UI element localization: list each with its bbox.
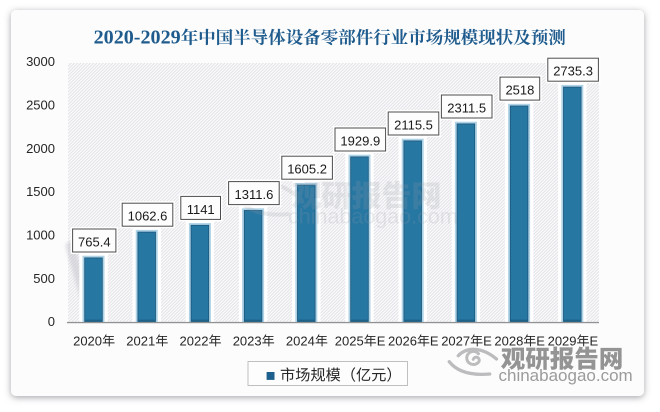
- svg-text:1605.2: 1605.2: [287, 162, 327, 177]
- svg-text:1929.9: 1929.9: [340, 133, 380, 148]
- svg-text:E: E: [536, 333, 545, 348]
- svg-text:2020: 2020: [73, 333, 102, 348]
- svg-text:E: E: [483, 333, 492, 348]
- svg-text:2000: 2000: [26, 141, 55, 156]
- svg-text:2020-2029: 2020-2029: [94, 27, 181, 49]
- svg-text:765.4: 765.4: [78, 234, 111, 249]
- svg-text:2028: 2028: [494, 333, 523, 348]
- svg-text:E: E: [430, 333, 439, 348]
- svg-text:2021: 2021: [126, 333, 155, 348]
- svg-text:2025: 2025: [335, 333, 364, 348]
- svg-text:2500: 2500: [26, 98, 55, 113]
- svg-text:1500: 1500: [26, 184, 55, 199]
- svg-text:2024: 2024: [286, 333, 315, 348]
- svg-text:1062.6: 1062.6: [128, 209, 168, 224]
- svg-text:2027: 2027: [441, 333, 470, 348]
- svg-text:1311.6: 1311.6: [235, 187, 274, 202]
- svg-text:E: E: [377, 333, 386, 348]
- svg-text:0: 0: [48, 314, 55, 329]
- svg-text:2311.5: 2311.5: [447, 100, 486, 115]
- svg-text:2022: 2022: [180, 333, 209, 348]
- svg-text:chinabaogao.com: chinabaogao.com: [499, 366, 633, 385]
- svg-text:2735.3: 2735.3: [553, 64, 593, 79]
- svg-text:1000: 1000: [26, 228, 55, 243]
- svg-text:2115.5: 2115.5: [394, 117, 433, 132]
- svg-text:2023: 2023: [233, 333, 262, 348]
- svg-text:2026: 2026: [388, 333, 417, 348]
- svg-text:E: E: [590, 333, 599, 348]
- svg-text:1141: 1141: [187, 202, 215, 217]
- svg-text:2518: 2518: [505, 83, 534, 98]
- svg-text:500: 500: [33, 271, 55, 286]
- svg-text:2029: 2029: [548, 333, 577, 348]
- svg-text:chinabaogao.com: chinabaogao.com: [288, 205, 458, 229]
- svg-text:3000: 3000: [26, 54, 55, 69]
